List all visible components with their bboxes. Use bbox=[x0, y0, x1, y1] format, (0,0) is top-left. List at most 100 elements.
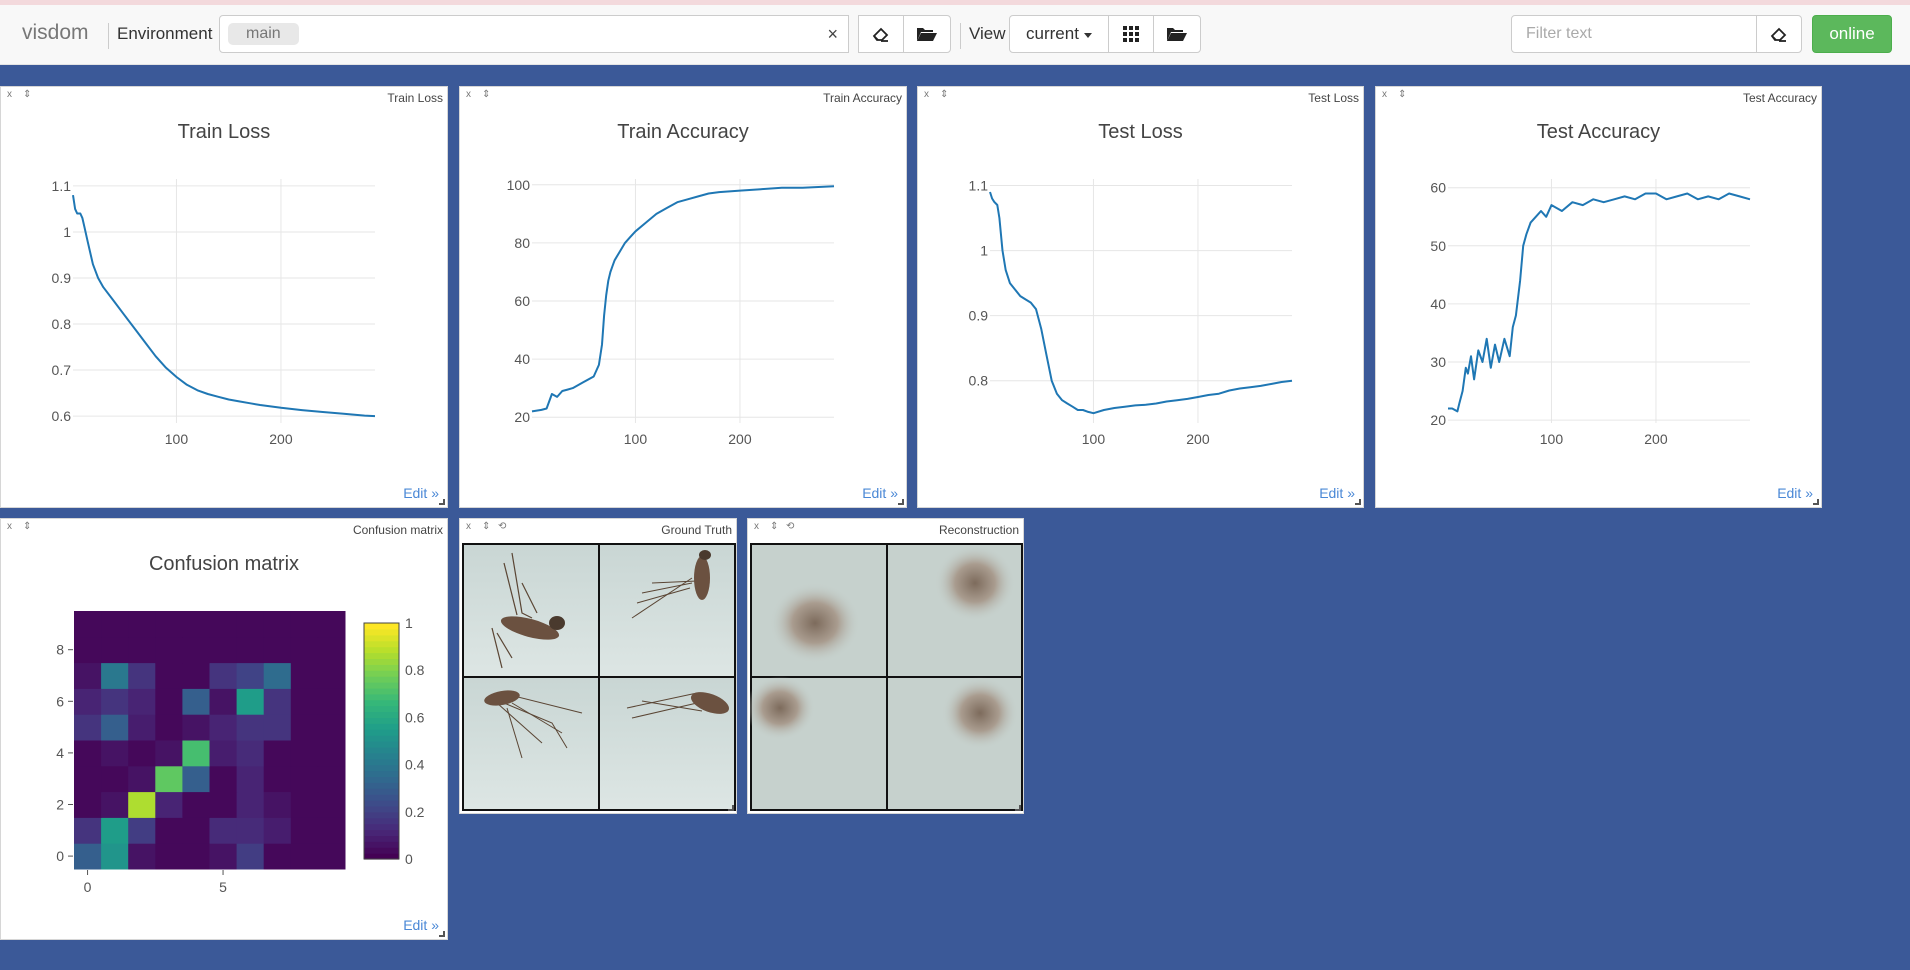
pane-titlebar[interactable]: x ⇕ Test Loss bbox=[918, 87, 1363, 107]
train-accuracy-chart[interactable]: 100 200 20 40 60 80 100 bbox=[460, 87, 907, 487]
move-icon[interactable]: ⇕ bbox=[23, 521, 32, 532]
chart-title: Confusion matrix bbox=[148, 553, 300, 575]
resize-handle[interactable] bbox=[1355, 499, 1361, 505]
heatmap-cell bbox=[236, 611, 265, 638]
edit-link[interactable]: Edit » bbox=[1777, 485, 1813, 501]
colorbar-segment bbox=[364, 853, 399, 860]
x-tick-label: 5 bbox=[219, 879, 227, 895]
heatmap-cell bbox=[317, 636, 346, 664]
ground-truth-image bbox=[600, 545, 734, 676]
colorbar-tick-label: 0 bbox=[405, 851, 413, 867]
move-icon[interactable]: ⇕ bbox=[770, 521, 779, 532]
resize-handle[interactable] bbox=[439, 931, 445, 937]
edit-link[interactable]: Edit » bbox=[403, 917, 439, 933]
close-icon[interactable]: x bbox=[924, 89, 929, 100]
environment-tag[interactable]: main bbox=[228, 23, 299, 45]
heatmap-cell bbox=[101, 740, 129, 767]
heatmap-cell bbox=[290, 791, 319, 818]
pane-test-accuracy[interactable]: x ⇕ Test Accuracy Test Accuracy 100 200 20… bbox=[1375, 86, 1822, 508]
heatmap-cell bbox=[290, 714, 319, 741]
heatmap-cell bbox=[209, 662, 238, 689]
colorbar-segment bbox=[364, 652, 399, 659]
close-icon[interactable]: x bbox=[7, 89, 12, 100]
heatmap-cell bbox=[209, 765, 238, 793]
pane-train-accuracy[interactable]: x ⇕ Train Accuracy Train Accuracy 100 200… bbox=[459, 86, 907, 508]
resize-handle[interactable] bbox=[439, 499, 445, 505]
close-icon[interactable]: x bbox=[466, 521, 471, 532]
pane-titlebar[interactable]: x ⇕ Train Accuracy bbox=[460, 87, 906, 107]
resize-handle[interactable] bbox=[1015, 805, 1021, 811]
environment-clear-button[interactable]: × bbox=[827, 24, 838, 44]
clear-environment-button[interactable] bbox=[858, 15, 904, 53]
resize-handle[interactable] bbox=[728, 805, 734, 811]
test-accuracy-chart[interactable]: 100 200 20 30 40 50 60 bbox=[1376, 87, 1822, 487]
edit-link[interactable]: Edit » bbox=[1319, 485, 1355, 501]
pane-titlebar[interactable]: x ⇕ Test Accuracy bbox=[1376, 87, 1821, 107]
heatmap-cell bbox=[101, 688, 129, 715]
colorbar-segment bbox=[364, 800, 399, 807]
confusion-matrix-heatmap[interactable]: 0 2 4 6 8 0 5 0 0.2 0.4 0.6 0.8 1 bbox=[1, 519, 448, 919]
pane-ground-truth[interactable]: x ⇕ ⟲ Ground Truth bbox=[459, 518, 737, 814]
heatmap-cell bbox=[128, 765, 156, 793]
nav-divider bbox=[960, 23, 961, 49]
reset-icon[interactable]: ⟲ bbox=[498, 521, 507, 532]
close-icon[interactable]: x bbox=[1382, 89, 1387, 100]
colorbar-segment bbox=[364, 723, 399, 730]
resize-handle[interactable] bbox=[898, 499, 904, 505]
close-icon[interactable]: x bbox=[7, 521, 12, 532]
resize-handle[interactable] bbox=[1813, 499, 1819, 505]
colorbar-segment bbox=[364, 823, 399, 831]
train-loss-chart[interactable]: 100 200 0.6 0.7 0.8 0.9 1 1.1 bbox=[1, 87, 448, 487]
manage-views-button[interactable] bbox=[1153, 15, 1201, 53]
view-dropdown[interactable]: current bbox=[1009, 15, 1109, 53]
x-tick-label: 100 bbox=[1540, 431, 1564, 447]
heatmap-cell bbox=[263, 817, 292, 844]
heatmap-cell bbox=[209, 843, 238, 870]
edit-link[interactable]: Edit » bbox=[403, 485, 439, 501]
move-icon[interactable]: ⇕ bbox=[482, 521, 491, 532]
y-tick-label: 0.9 bbox=[969, 308, 989, 324]
colorbar-segment bbox=[364, 705, 399, 713]
colorbar-tick-label: 1 bbox=[405, 615, 413, 631]
close-icon[interactable]: x bbox=[466, 89, 471, 100]
heatmap-cell bbox=[209, 688, 238, 715]
move-icon[interactable]: ⇕ bbox=[482, 89, 491, 100]
pane-titlebar[interactable]: x ⇕ Train Loss bbox=[1, 87, 447, 107]
heatmap-cell bbox=[209, 740, 238, 767]
test-loss-chart[interactable]: 100 200 0.8 0.9 1 1.1 bbox=[918, 87, 1364, 487]
pane-confusion-matrix[interactable]: x ⇕ Confusion matrix Confusion matrix 0 2… bbox=[0, 518, 448, 940]
y-tick-label: 8 bbox=[56, 642, 64, 658]
x-tick-label: 0 bbox=[84, 879, 92, 895]
edit-link[interactable]: Edit » bbox=[862, 485, 898, 501]
y-tick-label: 40 bbox=[1430, 296, 1446, 312]
pane-titlebar[interactable]: x ⇕ ⟲ Reconstruction bbox=[748, 519, 1023, 539]
heatmap-cell bbox=[317, 688, 346, 715]
connection-status-button[interactable]: online bbox=[1812, 15, 1892, 53]
pane-test-loss[interactable]: x ⇕ Test Loss Test Loss 100 200 0.8 0.9 1 1.1… bbox=[917, 86, 1364, 508]
environment-label: Environment bbox=[117, 24, 213, 43]
move-icon[interactable]: ⇕ bbox=[940, 89, 949, 100]
top-accent-line bbox=[0, 0, 1910, 5]
y-tick-label: 2 bbox=[56, 797, 64, 813]
reset-icon[interactable]: ⟲ bbox=[786, 521, 795, 532]
y-tick-label: 0.8 bbox=[52, 316, 72, 332]
pane-titlebar[interactable]: x ⇕ ⟲ Ground Truth bbox=[460, 519, 736, 539]
heatmap-cell bbox=[101, 636, 129, 664]
repack-layout-button[interactable] bbox=[1108, 15, 1154, 53]
move-icon[interactable]: ⇕ bbox=[1398, 89, 1407, 100]
heatmap-cell bbox=[128, 817, 156, 844]
manage-environments-button[interactable] bbox=[903, 15, 951, 53]
filter-text-input[interactable] bbox=[1511, 15, 1757, 53]
chart-title: Train Accuracy bbox=[617, 121, 749, 143]
pane-title: Ground Truth bbox=[661, 523, 732, 537]
close-icon[interactable]: x bbox=[754, 521, 759, 532]
heatmap-cell bbox=[155, 765, 183, 793]
pane-reconstruction[interactable]: x ⇕ ⟲ Reconstruction bbox=[747, 518, 1024, 814]
colorbar-segment bbox=[364, 788, 399, 795]
clear-filter-button[interactable] bbox=[1756, 15, 1802, 53]
environment-selector[interactable]: main × bbox=[219, 15, 849, 53]
move-icon[interactable]: ⇕ bbox=[23, 89, 32, 100]
pane-titlebar[interactable]: x ⇕ Confusion matrix bbox=[1, 519, 447, 539]
x-tick-label: 200 bbox=[1644, 431, 1668, 447]
pane-train-loss[interactable]: x ⇕ Train Loss Train Loss 100 200 0.6 0.7 0.… bbox=[0, 86, 448, 508]
